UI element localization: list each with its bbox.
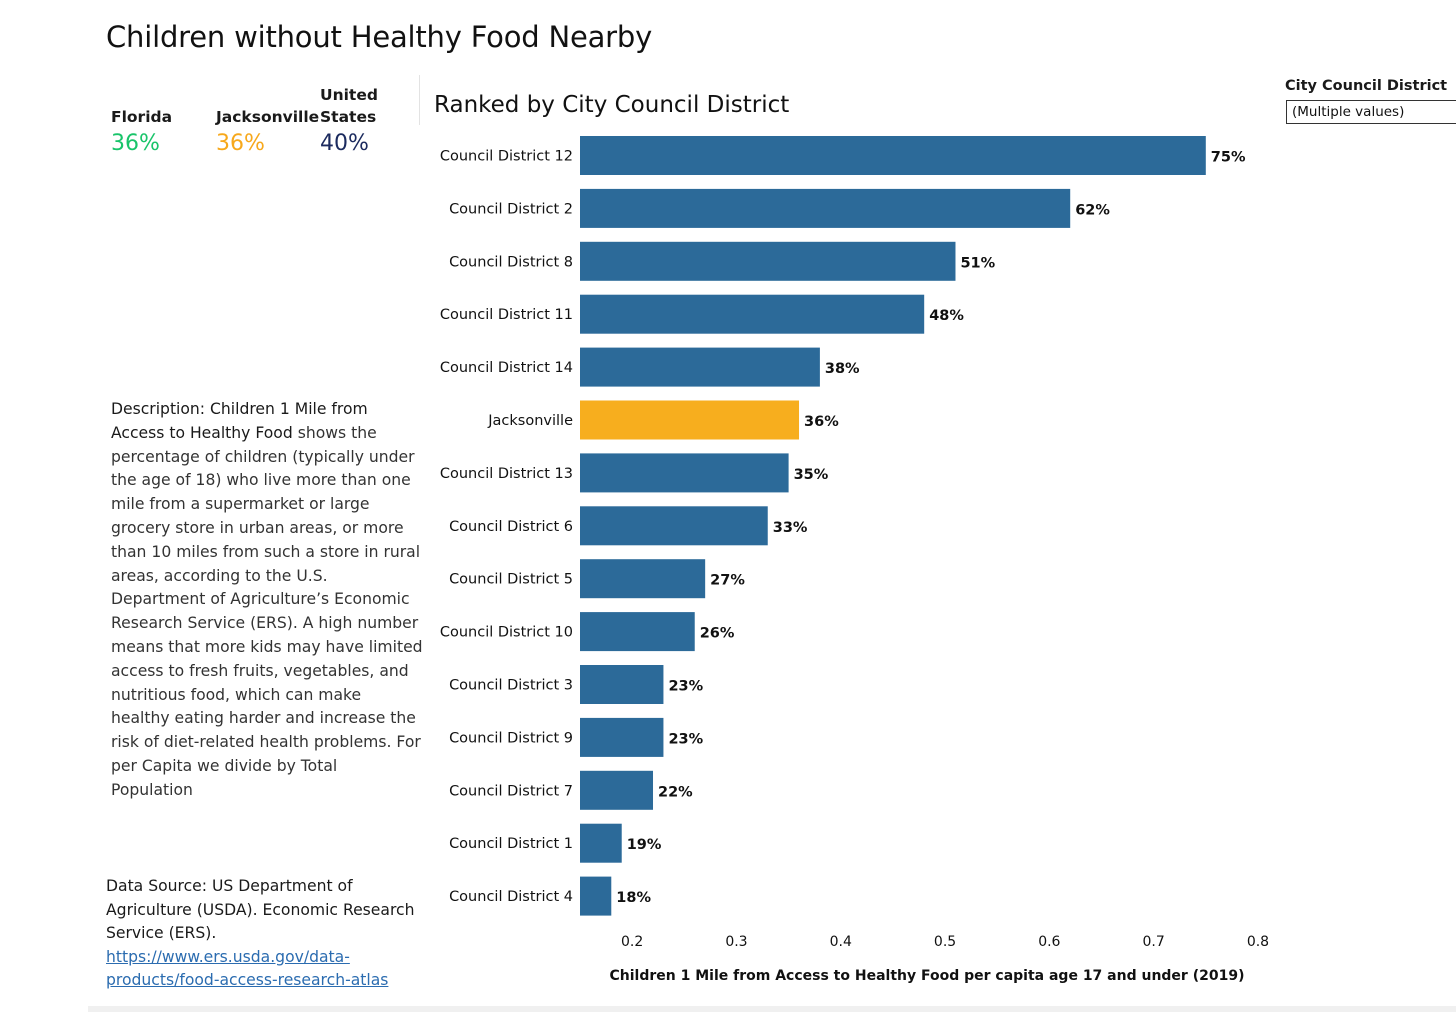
x-tick-label: 0.2 <box>621 934 643 950</box>
data-label: 22% <box>658 784 693 800</box>
x-tick-label: 0.8 <box>1247 934 1269 950</box>
data-label: 62% <box>1075 202 1110 218</box>
category-label: Council District 9 <box>449 730 573 746</box>
panel-divider <box>419 75 420 125</box>
data-source: Data Source: US Department of Agricultur… <box>106 875 426 993</box>
data-label: 23% <box>668 731 703 747</box>
data-label: 33% <box>773 520 808 536</box>
bar <box>580 188 1071 228</box>
category-label: Council District 5 <box>449 572 573 588</box>
kpi-us-label-line2: States <box>320 108 377 126</box>
category-label: Council District 13 <box>440 466 573 482</box>
bar <box>580 136 1206 175</box>
dashboard-title: Children without Healthy Food Nearby <box>106 20 653 54</box>
data-label: 26% <box>700 626 735 642</box>
x-tick-label: 0.3 <box>725 934 747 950</box>
category-label: Council District 3 <box>449 678 573 694</box>
description-lead: Description: Children 1 Mile from Access… <box>111 400 368 442</box>
x-tick-label: 0.5 <box>934 934 956 950</box>
data-label: 38% <box>825 361 860 377</box>
data-label: 48% <box>929 308 964 324</box>
kpi-us-label-line1: United <box>320 86 378 104</box>
bar <box>580 347 820 387</box>
chart-title: Ranked by City Council District <box>434 92 789 118</box>
council-district-filter[interactable]: (Multiple values) <box>1286 100 1456 124</box>
data-label: 19% <box>627 837 662 853</box>
bar <box>580 612 695 652</box>
kpi-us-value: 40% <box>320 131 369 156</box>
data-label: 51% <box>960 255 995 271</box>
category-label: Jacksonville <box>487 413 573 429</box>
kpi-jacksonville-label: Jacksonville <box>216 108 320 126</box>
data-label: 35% <box>794 467 829 483</box>
bar <box>580 770 654 810</box>
kpi-florida-label: Florida <box>111 108 173 126</box>
bar <box>580 506 768 546</box>
category-label: Council District 8 <box>449 254 573 270</box>
data-label: 23% <box>668 679 703 695</box>
bar <box>580 717 664 757</box>
bar <box>580 823 622 863</box>
bar <box>580 241 956 281</box>
footer-border <box>88 1006 1456 1012</box>
category-label: Council District 6 <box>449 519 573 535</box>
description-text: Description: Children 1 Mile from Access… <box>111 398 423 803</box>
category-label: Council District 7 <box>449 783 573 799</box>
bar <box>580 665 664 704</box>
x-tick-label: 0.6 <box>1038 934 1060 950</box>
category-label: Council District 11 <box>440 307 573 323</box>
kpi-florida-value: 36% <box>111 131 160 156</box>
category-label: Council District 12 <box>440 149 573 165</box>
category-label: Council District 10 <box>440 625 573 641</box>
x-axis-label: Children 1 Mile from Access to Healthy F… <box>610 968 1245 984</box>
description-body: shows the percentage of children (typica… <box>111 423 423 799</box>
data-label: 27% <box>710 573 745 589</box>
filter-label: City Council District <box>1285 78 1448 94</box>
category-label: Council District 4 <box>449 889 573 905</box>
x-tick-label: 0.4 <box>830 934 852 950</box>
category-label: Council District 1 <box>449 836 573 852</box>
data-label: 36% <box>804 414 839 430</box>
category-label: Council District 14 <box>440 360 573 376</box>
data-label: 75% <box>1211 150 1246 166</box>
kpi-jacksonville-value: 36% <box>216 131 265 156</box>
category-label: Council District 2 <box>449 201 573 217</box>
bar <box>580 294 925 334</box>
data-source-link[interactable]: https://www.ers.usda.gov/data-products/f… <box>106 947 389 990</box>
x-tick-label: 0.7 <box>1143 934 1165 950</box>
data-source-text: Data Source: US Department of Agricultur… <box>106 877 415 942</box>
bar <box>580 559 706 599</box>
bar <box>580 876 612 916</box>
data-label: 18% <box>616 890 651 906</box>
bar <box>580 453 789 493</box>
bar <box>580 400 800 440</box>
